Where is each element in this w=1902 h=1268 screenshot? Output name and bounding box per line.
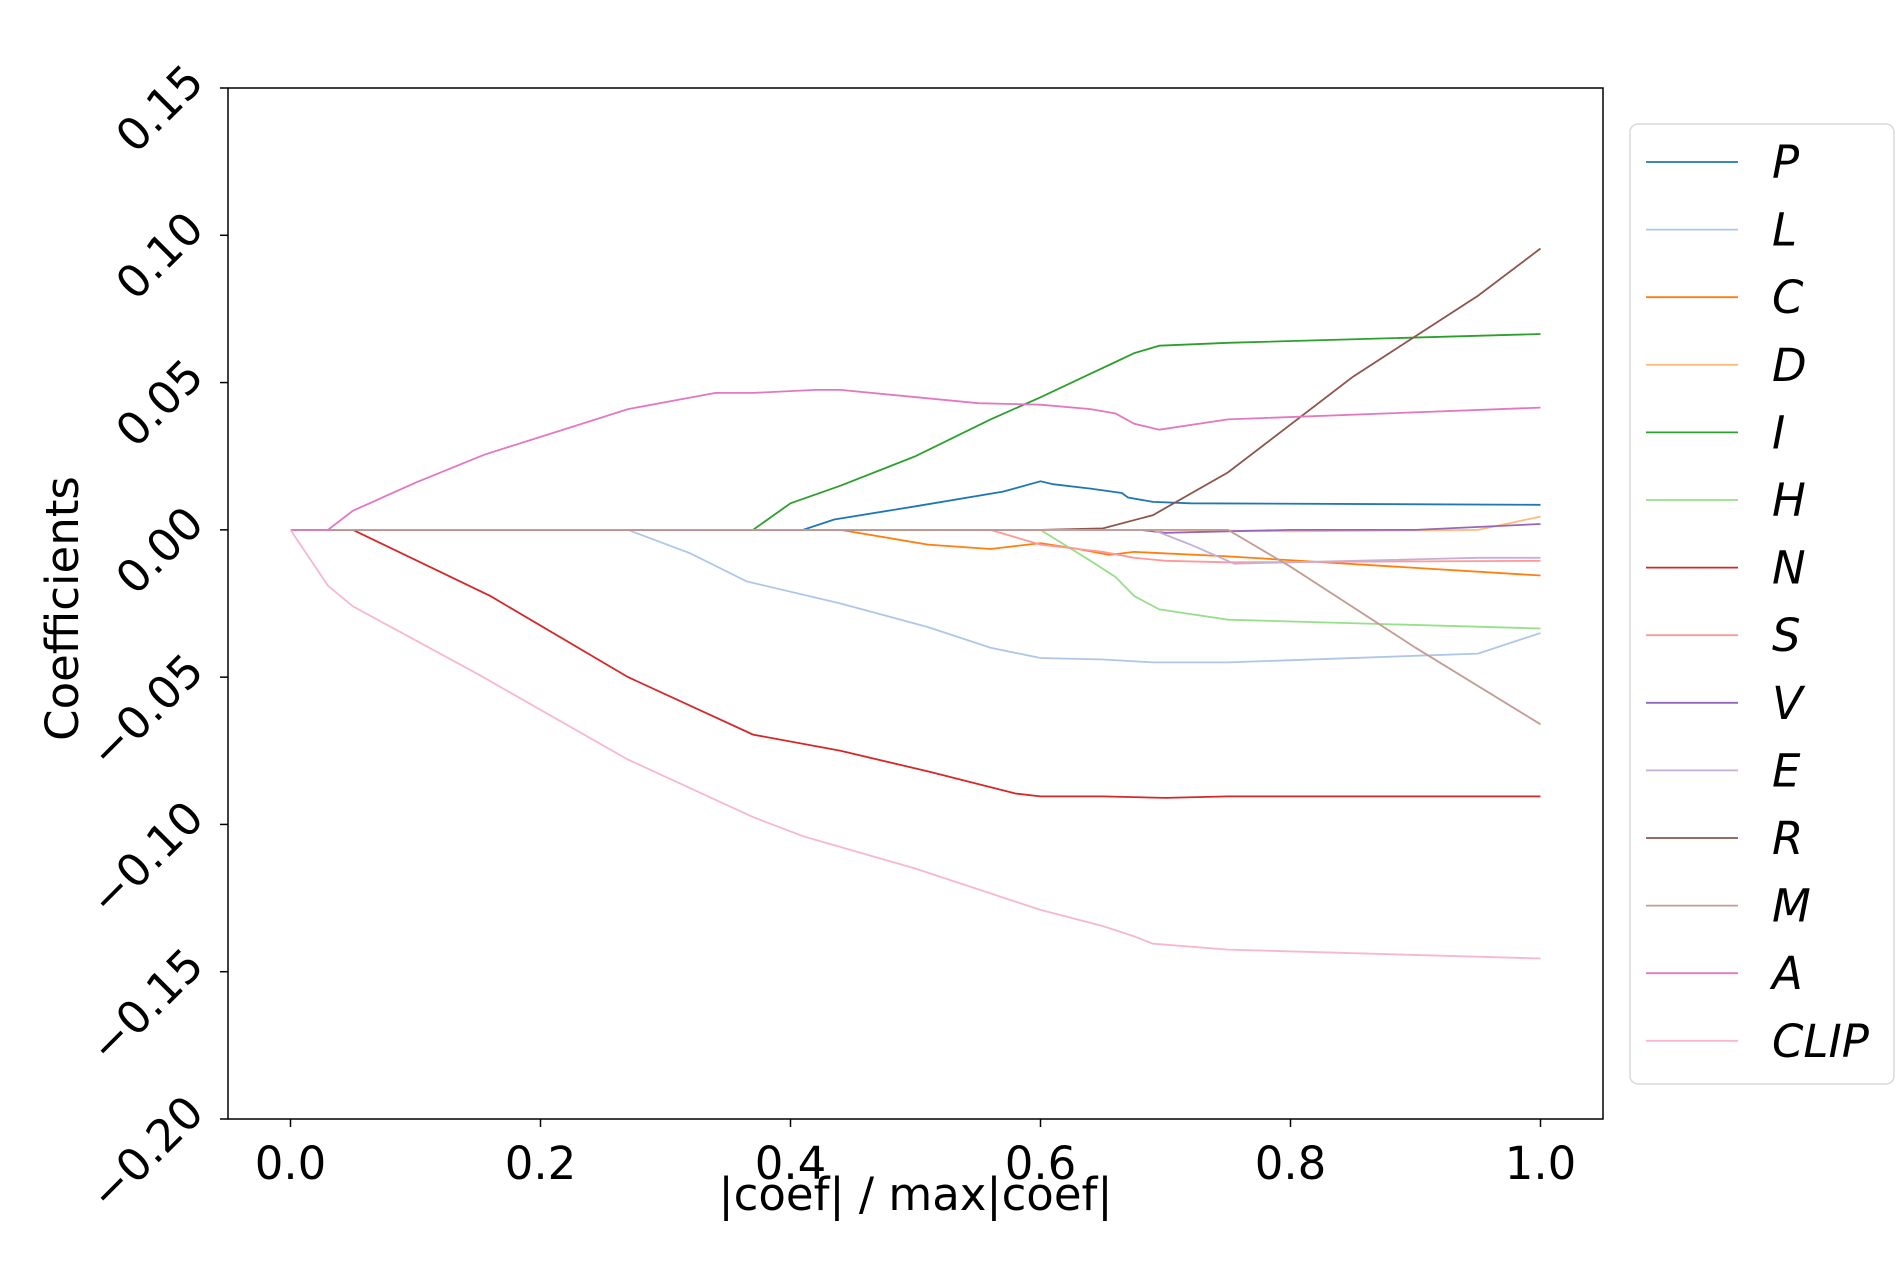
series-line-r	[290, 247, 1542, 531]
y-tick-label: 0.10	[105, 202, 213, 310]
legend-label-m: M	[1772, 880, 1811, 933]
legend-label-r: R	[1772, 812, 1803, 865]
x-tick-label: 0.2	[505, 1137, 577, 1190]
series-line-p	[290, 480, 1541, 531]
plot-frame	[227, 87, 1604, 1120]
legend-label-v: V	[1772, 677, 1806, 730]
series-line-i	[290, 333, 1541, 531]
series-line-clip	[289, 529, 1541, 960]
y-tick-label: 0.05	[105, 349, 213, 457]
y-tick-label: −0.10	[79, 791, 214, 926]
legend-label-e: E	[1772, 744, 1801, 797]
legend-label-h: H	[1772, 474, 1806, 527]
x-tick-label: 0.8	[1255, 1137, 1327, 1190]
series-line-c	[290, 529, 1541, 577]
legend-label-p: P	[1772, 136, 1800, 189]
series-line-l	[290, 529, 1541, 664]
y-tick-label: −0.05	[79, 643, 214, 778]
series-line-e	[290, 529, 1541, 565]
series-line-s	[290, 529, 1541, 564]
legend-box	[1629, 123, 1895, 1085]
y-tick-label: −0.15	[79, 938, 214, 1073]
legend-label-c: C	[1772, 271, 1804, 324]
series-line-a	[290, 389, 1541, 531]
x-tick-label: 0.4	[755, 1137, 827, 1190]
y-tick-label: −0.20	[79, 1085, 214, 1220]
x-axis-label: |coef| / max|coef|	[718, 1168, 1112, 1221]
y-tick-label: 0.15	[105, 54, 213, 162]
x-axis-ticks: 0.0 0.2 0.4 0.6 0.8 1.0	[255, 1119, 1577, 1190]
x-tick-label: 0.6	[1005, 1137, 1077, 1190]
series-line-n	[290, 529, 1541, 799]
series-line-h	[290, 529, 1541, 630]
legend-label-s: S	[1772, 609, 1801, 662]
series-line-m	[290, 529, 1541, 726]
legend-label-d: D	[1772, 339, 1807, 392]
legend-label-l: L	[1772, 204, 1797, 257]
legend-label-clip: CLIP	[1772, 1015, 1870, 1068]
legend-label-i: I	[1772, 406, 1785, 459]
y-axis-label: Coefficients	[36, 476, 89, 741]
x-tick-label: 0.0	[255, 1137, 327, 1190]
x-tick-label: 1.0	[1505, 1137, 1577, 1190]
plot-area	[227, 87, 1604, 1120]
legend-label-n: N	[1772, 542, 1806, 595]
legend-label-a: A	[1769, 947, 1803, 1000]
y-axis-ticks: −0.20−0.15−0.10−0.05 0.00 0.05 0.10 0.15	[79, 54, 228, 1220]
y-tick-label: 0.00	[105, 496, 213, 604]
